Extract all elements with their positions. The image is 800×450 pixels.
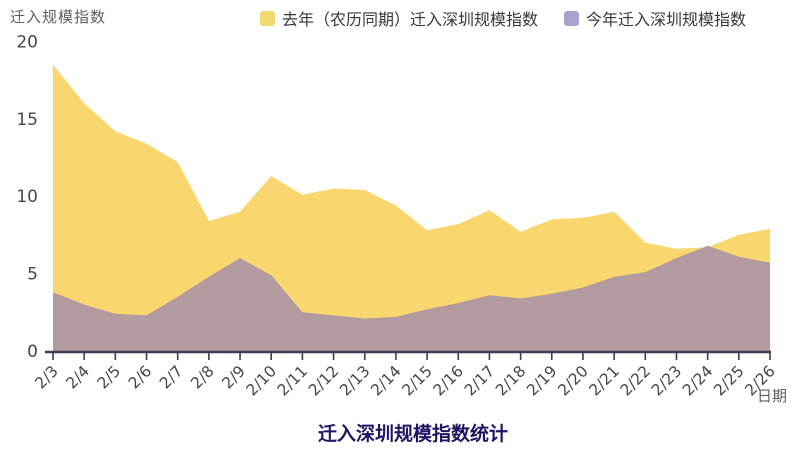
x-tick-label: 2/11: [274, 362, 311, 399]
y-tick-label: 10: [16, 187, 38, 207]
legend: 去年（农历同期）迁入深圳规模指数 今年迁入深圳规模指数: [260, 6, 746, 30]
y-tick-label: 5: [27, 265, 38, 285]
x-tick-label: 2/4: [63, 362, 93, 392]
legend-label-this-year: 今年迁入深圳规模指数: [586, 10, 747, 29]
x-tick-label: 2/24: [679, 362, 716, 399]
x-tick-label: 2/5: [94, 362, 124, 392]
x-tick-label: 2/14: [367, 362, 404, 399]
x-tick-label: 2/13: [336, 362, 373, 399]
x-tick-label: 2/21: [586, 362, 623, 399]
x-tick-label: 2/18: [492, 362, 529, 399]
x-tick-label: 2/17: [461, 362, 498, 399]
area-this-year: [53, 245, 770, 351]
legend-swatch-last-year-icon: [260, 10, 275, 26]
x-tick-label: 2/25: [710, 362, 747, 399]
y-tick-label: 20: [16, 32, 38, 52]
x-tick-label: 2/19: [523, 362, 560, 399]
chart-title: 迁入深圳规模指数统计: [317, 423, 508, 445]
x-tick-label: 2/10: [243, 362, 280, 399]
x-tick-label: 2/8: [187, 362, 217, 392]
x-tick-label: 2/16: [430, 362, 467, 399]
legend-label-last-year: 去年（农历同期）迁入深圳规模指数: [282, 10, 539, 29]
x-tick-label: 2/6: [125, 362, 155, 392]
x-tick-label: 2/20: [554, 362, 591, 399]
x-tick-label: 2/22: [617, 362, 654, 399]
x-axis-title: 日期: [757, 387, 788, 405]
legend-item-this-year: 今年迁入深圳规模指数: [564, 6, 746, 30]
x-tick-label: 2/23: [648, 362, 685, 399]
x-tick-label: 2/15: [399, 362, 436, 399]
x-tick-label: 2/7: [156, 362, 186, 392]
legend-item-last-year: 去年（农历同期）迁入深圳规模指数: [260, 6, 538, 30]
y-tick-label: 0: [27, 342, 38, 362]
x-tick-label: 2/12: [305, 362, 342, 399]
y-tick-label: 15: [16, 110, 38, 130]
legend-swatch-this-year-icon: [564, 10, 580, 26]
x-tick-label: 2/3: [31, 362, 61, 392]
y-axis-title: 迁入规模指数: [10, 8, 107, 26]
